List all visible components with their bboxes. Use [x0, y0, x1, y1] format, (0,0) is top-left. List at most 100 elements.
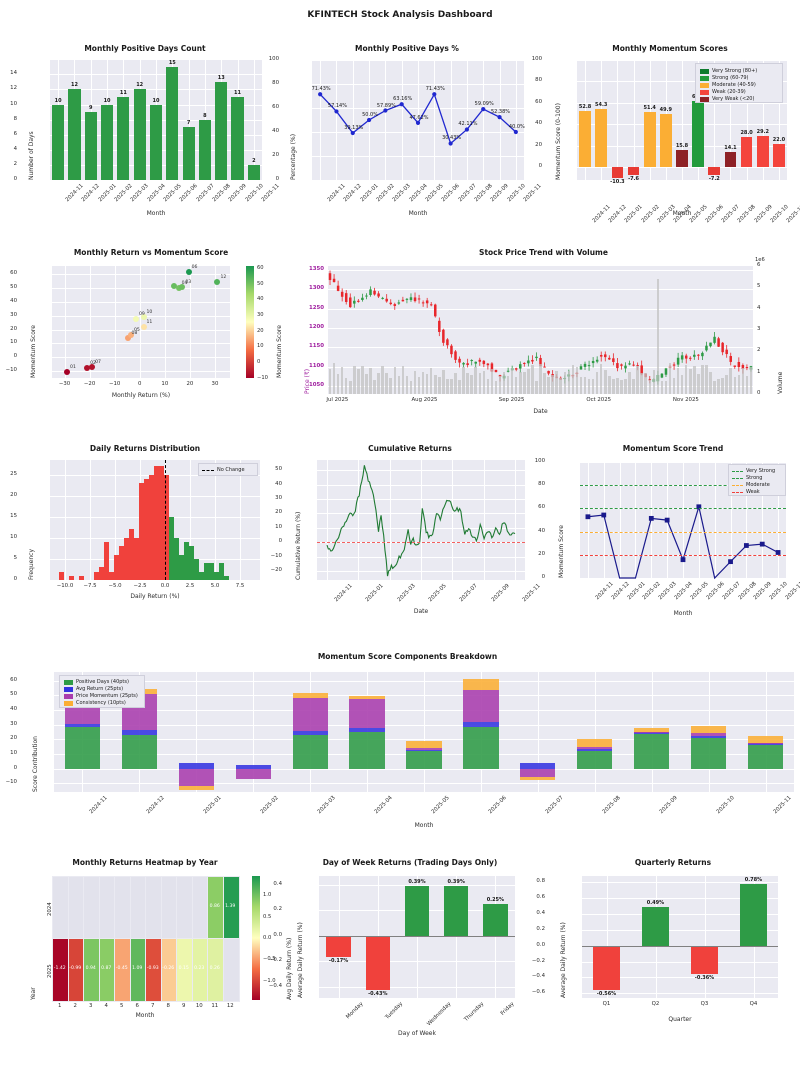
x-tick: 3 — [89, 1003, 93, 1009]
point-value-label: 57.89% — [376, 102, 396, 109]
point-value-label: 42.11% — [458, 121, 478, 128]
volume-bar — [340, 366, 344, 394]
bar-value-label: 7 — [186, 120, 191, 127]
point-label: 04 — [181, 281, 188, 287]
point-value-label: 30.43% — [442, 135, 462, 142]
x-tick: 2024-11 — [333, 583, 354, 604]
y-tick: 30 — [275, 495, 282, 502]
scatter-point — [140, 313, 147, 320]
volume-bar — [413, 370, 417, 394]
volume-bar — [604, 369, 607, 394]
gridline — [358, 460, 360, 580]
volume-bar — [725, 374, 728, 394]
histogram-bar — [139, 483, 144, 580]
stacked-bar-segment — [349, 695, 385, 699]
bar-value-label: 2 — [252, 157, 256, 164]
stacked-bar-segment — [64, 723, 101, 727]
volume-bar — [676, 367, 680, 394]
gridline — [434, 60, 436, 180]
gridline — [450, 60, 452, 180]
gridline — [606, 876, 608, 998]
chart-return-vs-momentum: Monthly Return vs Momentum Score −10 0 10 2… — [6, 248, 283, 408]
gridline — [582, 993, 778, 995]
bar-value-label: 12 — [70, 82, 78, 89]
volume-bar — [535, 380, 538, 394]
y-tick: 20 — [275, 509, 282, 516]
dashboard-title: KFINTECH Stock Analysis Dashboard — [307, 10, 493, 20]
x-axis-label: Date — [413, 608, 429, 615]
histogram-bar — [144, 478, 149, 580]
gridline — [714, 462, 716, 578]
gridline — [683, 462, 684, 578]
x-axis-label: Day of Week — [398, 1030, 436, 1037]
chart-momentum-trend: Momentum Score Trend 0 20 40 60 80 100 Momentu… — [535, 444, 800, 624]
y-tick: 40 — [10, 706, 17, 713]
x-tick: 11 — [211, 1003, 219, 1009]
gridline — [188, 60, 190, 180]
threshold-line — [580, 508, 786, 510]
point-label: 01 — [70, 364, 76, 370]
x-tick: −5.0 — [108, 583, 122, 589]
volume-bar — [442, 369, 445, 394]
stacked-bar-segment — [463, 726, 499, 769]
stacked-bar-segment — [747, 743, 784, 746]
volume-bar — [745, 376, 749, 394]
heatmap-value: 0.86 — [209, 904, 220, 909]
x-tick: 2025-09 — [490, 583, 511, 604]
x-tick: Q2 — [651, 1001, 660, 1007]
stacked-bar-segment — [634, 732, 670, 735]
bar — [593, 945, 620, 991]
bar-value-label: 49.9 — [659, 106, 672, 113]
gridline — [778, 60, 780, 180]
volume-bar — [353, 366, 356, 394]
chart-title: Momentum Score Trend — [622, 444, 724, 453]
scatter-point — [64, 368, 71, 375]
y-tick: 25 — [10, 470, 17, 477]
histogram-bar — [154, 466, 159, 580]
legend: Very Strong (80+) Strong (60-79) Moderate … — [695, 63, 783, 103]
volume-bar — [680, 374, 684, 394]
x-tick: Q3 — [700, 1001, 709, 1007]
chart-positive-days-pct: Monthly Positive Days % 0 20 40 60 80 100 Perc… — [269, 44, 543, 224]
bar — [691, 945, 718, 975]
heatmap-value: 0.23 — [194, 966, 205, 971]
bar — [215, 81, 228, 180]
point-value-label: 63.16% — [393, 96, 413, 103]
bar — [149, 104, 163, 180]
gridline — [50, 580, 260, 581]
colorbar-tick: 50 — [257, 280, 264, 287]
x-axis-label: Month — [135, 1012, 155, 1019]
y-tick: 1200 — [308, 324, 324, 331]
x-tick: 2025-07 — [458, 583, 480, 604]
y-tick: 20 — [10, 491, 17, 498]
stacked-bar-segment — [634, 731, 670, 733]
y-axis-label: Year — [30, 987, 37, 1000]
legend-swatch — [700, 68, 709, 74]
x-tick: Q4 — [749, 1001, 758, 1007]
y-tick: 60 — [538, 504, 545, 511]
volume-bar — [397, 375, 401, 394]
volume-bar — [470, 375, 473, 394]
legend-label: Moderate (40-59) — [712, 81, 756, 88]
stacked-bar-segment — [520, 776, 556, 780]
stacked-bar-segment — [634, 727, 670, 732]
gridline — [328, 308, 753, 310]
y2-exponent: 1e6 — [755, 257, 765, 263]
bar-value-label: 13 — [217, 74, 225, 81]
bar-value-label: -0.36% — [694, 975, 715, 982]
y-axis-label: Average Daily Return (%) — [297, 922, 304, 998]
gridline — [424, 672, 425, 792]
gridline — [196, 672, 198, 792]
y-tick: −10 — [270, 552, 282, 559]
gridline — [730, 60, 732, 180]
bar — [182, 127, 195, 180]
volume-bar — [705, 365, 708, 394]
y2-axis-label: Volume — [777, 371, 784, 394]
y-tick: −20 — [270, 567, 282, 574]
bar-value-label: -7.2 — [708, 175, 720, 182]
y2-tick: 1 — [757, 368, 761, 375]
gridline — [64, 266, 66, 378]
volume-bar — [527, 368, 530, 394]
x-tick: 10 — [195, 1003, 203, 1009]
x-tick: 2025-03 — [316, 795, 337, 816]
